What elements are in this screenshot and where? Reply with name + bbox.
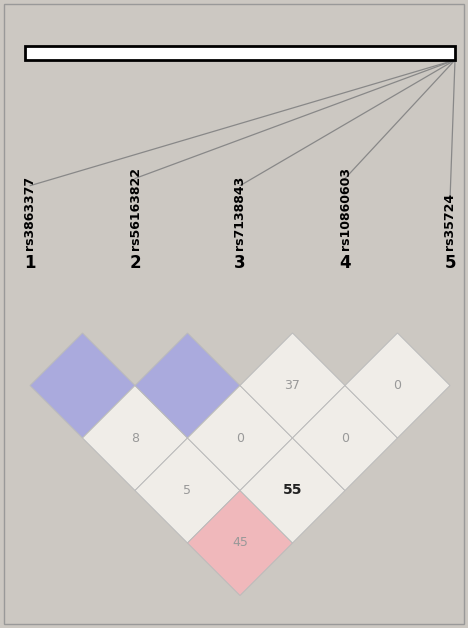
Text: rs35724: rs35724: [444, 193, 456, 251]
Text: 37: 37: [285, 379, 300, 392]
Polygon shape: [188, 490, 292, 595]
Polygon shape: [240, 438, 345, 543]
Text: 5: 5: [444, 254, 456, 273]
Bar: [25, 46, 455, 60]
Text: 0: 0: [394, 379, 402, 392]
Polygon shape: [292, 386, 397, 490]
Text: 8: 8: [131, 431, 139, 445]
Polygon shape: [135, 438, 240, 543]
Text: 45: 45: [232, 536, 248, 550]
Polygon shape: [345, 333, 450, 438]
Text: rs10860603: rs10860603: [338, 168, 351, 251]
Text: rs56163822: rs56163822: [129, 168, 141, 251]
Text: rs7138843: rs7138843: [234, 176, 247, 251]
Text: 3: 3: [234, 254, 246, 273]
Text: rs3863377: rs3863377: [23, 176, 37, 251]
Text: 0: 0: [236, 431, 244, 445]
Polygon shape: [240, 333, 345, 438]
Text: 4: 4: [339, 254, 351, 273]
Polygon shape: [30, 333, 135, 438]
Polygon shape: [188, 386, 292, 490]
Text: 0: 0: [341, 431, 349, 445]
Text: 55: 55: [283, 484, 302, 497]
Text: 1: 1: [24, 254, 36, 273]
Text: 5: 5: [183, 484, 191, 497]
Polygon shape: [135, 333, 240, 438]
Polygon shape: [82, 386, 188, 490]
Text: 2: 2: [129, 254, 141, 273]
